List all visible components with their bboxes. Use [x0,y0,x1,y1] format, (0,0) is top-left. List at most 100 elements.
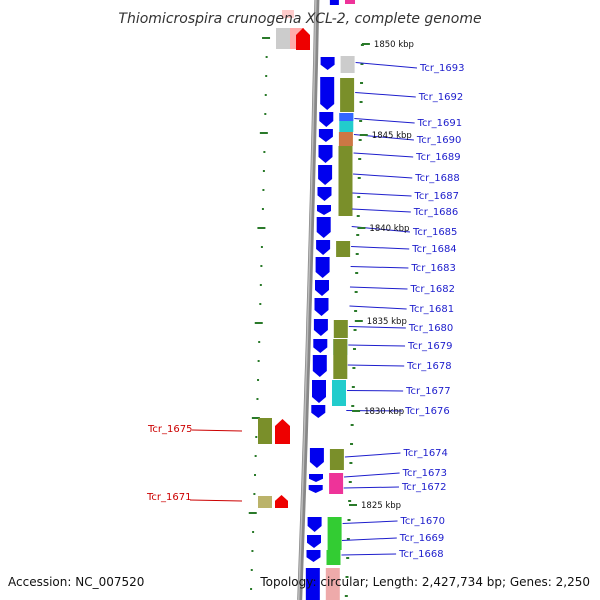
kbp-label: 1850 kbp [374,40,414,50]
cog-bar [340,56,355,73]
backbone-highlight [297,0,317,600]
label-leader [348,326,406,329]
forward-gene-arrow[interactable] [313,339,328,353]
forward-gene-arrow[interactable] [309,448,324,468]
gene-label[interactable]: Tcr_1668 [398,549,443,560]
gene-label[interactable]: Tcr_1683 [410,263,455,274]
gene-label[interactable]: Tcr_1669 [399,533,444,544]
label-leader [352,192,412,197]
cog-bar [339,113,354,121]
label-leader [355,92,416,98]
label-leader [349,286,408,290]
forward-gene-arrow[interactable] [311,405,326,418]
gene-label[interactable]: Tcr_1678 [406,361,451,372]
cog-bar [276,28,290,49]
gene-label[interactable]: Tcr_1673 [402,468,447,479]
gene-label[interactable]: Tcr_1691 [417,118,462,129]
label-leader [341,553,397,556]
gene-label[interactable]: Tcr_1692 [418,92,463,103]
reverse-gene-arrow[interactable] [275,495,288,508]
gene-label[interactable]: Tcr_1685 [412,227,457,238]
map-title: Thiomicrospira crunogena XCL-2, complete… [118,11,481,27]
kbp-label: 1825 kbp [361,501,401,511]
gene-label[interactable]: Tcr_1693 [419,63,464,74]
label-leader [354,118,415,124]
forward-gene-arrow[interactable] [305,568,320,600]
forward-gene-arrow[interactable] [320,57,335,70]
cog-bar [333,320,348,338]
gene-label[interactable]: Tcr_1681 [409,304,454,315]
label-leader [191,429,243,432]
label-leader [341,537,397,541]
label-leader [355,62,418,69]
label-leader [351,246,410,250]
gene-label[interactable]: Tcr_1672 [401,482,446,493]
forward-gene-arrow[interactable] [320,77,335,110]
gene-label[interactable]: Tcr_1679 [407,341,452,352]
cog-bar [345,0,355,4]
forward-gene-arrow[interactable] [314,298,329,316]
cog-bar [329,473,344,494]
forward-gene-arrow[interactable] [318,129,333,142]
cog-bar [338,132,353,146]
cog-bar [327,517,342,550]
forward-gene-arrow[interactable] [318,165,333,185]
gene-label[interactable]: Tcr_1677 [405,386,450,397]
cog-bar [329,449,344,470]
cog-bar [326,550,341,565]
cog-bar [332,380,346,406]
cog-category-bars [258,10,355,600]
forward-gene-arrow[interactable] [312,380,326,403]
reverse-gene-arrow[interactable] [296,28,310,50]
kbp-label: 1840 kbp [369,224,409,234]
forward-gene-arrow[interactable] [307,517,322,532]
cog-bar [282,10,294,18]
gene-label[interactable]: Tcr_1675 [147,424,192,435]
label-leader [349,305,407,310]
cog-bar [258,496,272,508]
forward-gene-arrow[interactable] [306,550,321,562]
forward-gene-arrow[interactable] [329,0,339,5]
forward-gene-arrow[interactable] [308,485,323,493]
label-leader [351,208,411,213]
label-leader-lines [189,62,418,556]
gene-label[interactable]: Tcr_1688 [414,173,459,184]
gene-label[interactable]: Tcr_1689 [415,152,460,163]
gene-label[interactable]: Tcr_1690 [416,135,461,146]
forward-gene-arrow[interactable] [317,205,331,215]
gene-label[interactable]: Tcr_1680 [408,323,453,334]
forward-gene-arrow[interactable] [315,280,329,296]
gene-label[interactable]: Tcr_1682 [409,284,454,295]
gene-label[interactable]: Tcr_1676 [404,406,449,417]
gene-label[interactable]: Tcr_1687 [413,191,458,202]
forward-gene-arrow[interactable] [317,187,332,201]
kbp-label: 1845 kbp [372,131,412,141]
label-leader [347,364,405,367]
cog-bar [340,78,355,112]
forward-gene-arrow[interactable] [309,474,323,482]
forward-gene-arrow[interactable] [316,240,331,255]
gene-label[interactable]: Tcr_1670 [400,516,445,527]
gene-labels: Tcr_1693 Tcr_1692 Tcr_1691 Tcr_1690 Tcr_1689… [146,63,464,560]
forward-gene-arrow[interactable] [316,217,331,238]
forward-gene-arrow[interactable] [312,355,327,377]
kbp-label: 1830 kbp [364,407,404,417]
label-leader [343,486,399,489]
forward-gene-arrow[interactable] [315,257,330,278]
gene-label[interactable]: Tcr_1674 [402,448,447,459]
gene-label[interactable]: Tcr_1684 [411,244,456,255]
cog-bar [333,339,348,379]
accession-text: Accession: NC_007520 [8,575,144,589]
forward-gene-arrow[interactable] [319,112,334,127]
position-labels: 1850 kbp 1845 kbp 1840 kbp 1835 kbp 1830 kbp… [349,40,414,511]
forward-gene-arrow[interactable] [307,535,321,548]
forward-gene-arrow[interactable] [313,319,328,336]
reverse-gene-arrow[interactable] [275,419,290,444]
label-leader [342,520,398,524]
gene-label[interactable]: Tcr_1686 [413,207,458,218]
label-leader [348,344,406,347]
forward-gene-arrow[interactable] [318,145,333,163]
gene-label[interactable]: Tcr_1671 [146,492,191,503]
position-ticks [248,37,364,597]
